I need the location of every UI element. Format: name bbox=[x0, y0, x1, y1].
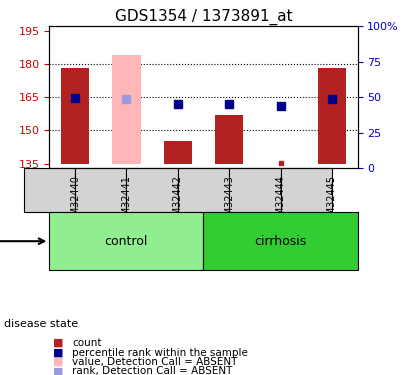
Text: rank, Detection Call = ABSENT: rank, Detection Call = ABSENT bbox=[72, 366, 232, 375]
Bar bbox=[215, 115, 243, 164]
Bar bbox=[112, 55, 141, 164]
Text: control: control bbox=[105, 235, 148, 248]
FancyBboxPatch shape bbox=[280, 168, 332, 212]
Text: value, Detection Call = ABSENT: value, Detection Call = ABSENT bbox=[72, 357, 237, 367]
Title: GDS1354 / 1373891_at: GDS1354 / 1373891_at bbox=[115, 9, 292, 25]
FancyBboxPatch shape bbox=[229, 168, 280, 212]
Text: GSM32445: GSM32445 bbox=[327, 175, 337, 228]
Bar bbox=[61, 68, 89, 164]
FancyBboxPatch shape bbox=[49, 212, 203, 270]
Text: GSM32443: GSM32443 bbox=[224, 175, 234, 228]
Text: GSM32442: GSM32442 bbox=[173, 175, 183, 228]
Text: ■: ■ bbox=[53, 357, 64, 367]
FancyBboxPatch shape bbox=[24, 168, 75, 212]
Text: ■: ■ bbox=[53, 366, 64, 375]
Bar bbox=[164, 141, 192, 164]
FancyBboxPatch shape bbox=[203, 212, 358, 270]
Bar bbox=[318, 68, 346, 164]
Text: count: count bbox=[72, 338, 102, 348]
Text: percentile rank within the sample: percentile rank within the sample bbox=[72, 348, 248, 357]
Text: ■: ■ bbox=[53, 348, 64, 357]
Text: disease state: disease state bbox=[4, 320, 78, 329]
Text: GSM32444: GSM32444 bbox=[275, 175, 286, 228]
FancyBboxPatch shape bbox=[178, 168, 229, 212]
FancyBboxPatch shape bbox=[127, 168, 178, 212]
Text: cirrhosis: cirrhosis bbox=[254, 235, 307, 248]
Text: GSM32440: GSM32440 bbox=[70, 175, 80, 228]
Text: ■: ■ bbox=[53, 338, 64, 348]
FancyBboxPatch shape bbox=[75, 168, 127, 212]
Text: GSM32441: GSM32441 bbox=[121, 175, 132, 228]
